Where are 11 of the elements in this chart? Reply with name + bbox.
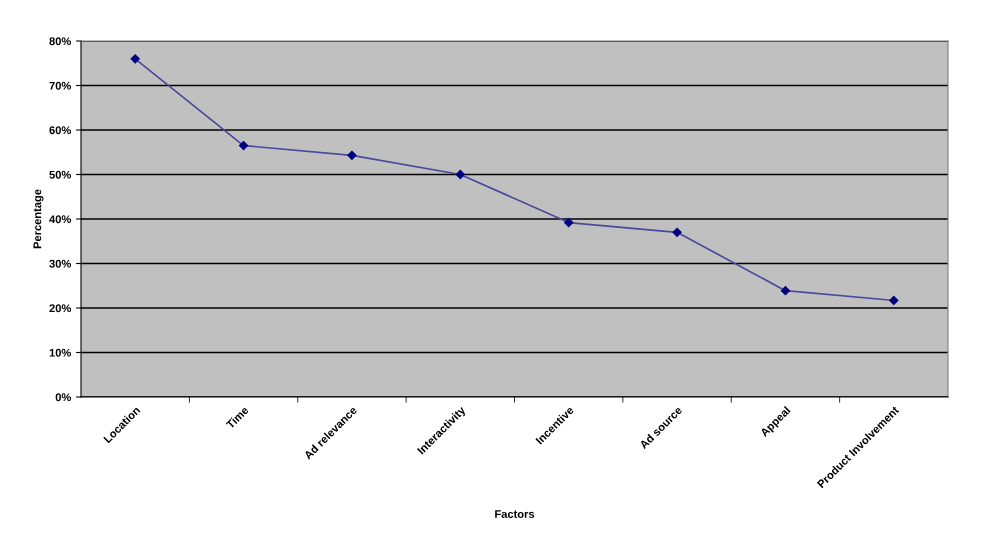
y-axis-title: Percentage [33,189,44,249]
y-tick-label: 0% [55,393,71,402]
y-tick-label: 70% [49,81,71,90]
y-tick-label: 40% [49,215,71,224]
y-tick-label: 30% [49,259,71,268]
y-tick-label: 10% [49,348,71,357]
y-tick-label: 20% [49,304,71,313]
y-tick-label: 60% [49,126,71,135]
x-axis-title: Factors [495,510,535,518]
y-tick-label: 80% [49,37,71,46]
y-tick-label: 50% [49,170,71,179]
